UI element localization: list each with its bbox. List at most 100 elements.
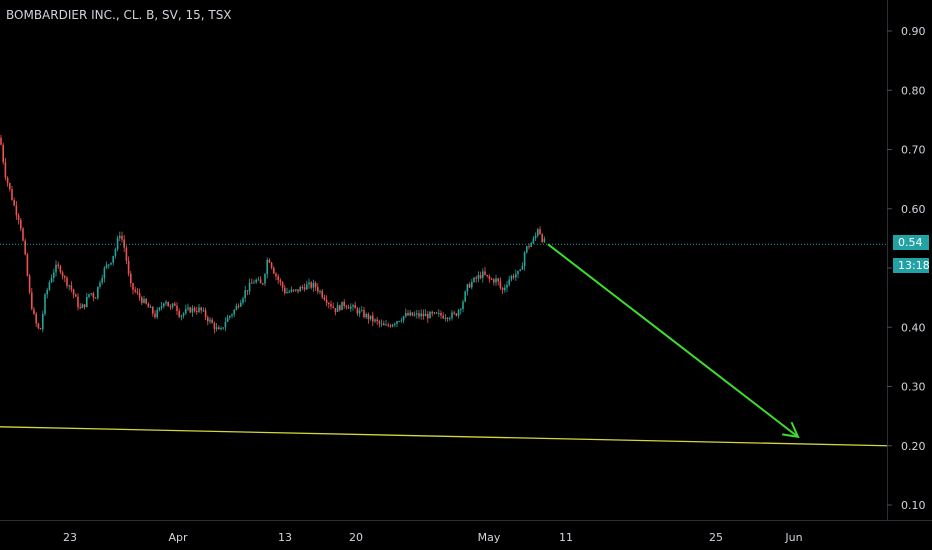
candle-body [42, 313, 44, 330]
candle-body [422, 313, 425, 317]
candle-body [178, 310, 180, 317]
candle-body [277, 276, 279, 280]
candle-body [372, 315, 374, 322]
candle-body [358, 310, 361, 314]
candle-body [160, 306, 163, 308]
price-axis[interactable]: 0.900.800.700.600.500.400.300.200.10 [887, 25, 926, 512]
candle-body [482, 271, 484, 278]
candle-body [385, 324, 387, 326]
candle-body [156, 309, 158, 318]
candle-body [2, 144, 4, 163]
candle-body [136, 291, 139, 293]
candle-body [411, 312, 414, 316]
candle-body [77, 296, 79, 308]
candle-body [389, 325, 392, 327]
candle-body [185, 309, 187, 314]
candle-body [158, 307, 161, 310]
time-tick-label: 20 [349, 531, 363, 544]
candle-body [519, 269, 521, 271]
candle-body [218, 327, 220, 330]
candle-body [46, 289, 48, 295]
candle-body [310, 282, 312, 288]
candle-body [330, 303, 332, 307]
candle-body [246, 290, 249, 292]
candle-body [314, 282, 317, 288]
candle-body [446, 318, 449, 320]
arrow-head-icon [782, 421, 800, 439]
candle-body [31, 292, 33, 310]
candle-body [11, 189, 13, 200]
candle-body [350, 306, 352, 309]
candle-body [262, 283, 264, 285]
candle-body [264, 274, 266, 284]
time-axis[interactable]: 23 Apr 13 20 May 11 25 Jun [63, 531, 803, 544]
candle-body [9, 183, 11, 190]
candle-body [152, 306, 154, 314]
candle-body [288, 291, 290, 293]
candle-body [508, 279, 510, 285]
candle-body [112, 255, 114, 263]
candle-body [66, 277, 68, 286]
candle-body [240, 302, 242, 307]
candle-body [53, 272, 55, 278]
candle-body [39, 328, 42, 330]
candle-body [433, 312, 436, 314]
candle-body [207, 317, 209, 322]
candle-body [431, 311, 433, 314]
candle-body [515, 274, 517, 278]
candle-body [341, 301, 343, 311]
candle-body [457, 310, 460, 316]
candle-body [4, 162, 7, 178]
candle-body [90, 293, 92, 295]
candle-body [539, 229, 541, 235]
candle-body [471, 281, 473, 288]
candle-body [429, 311, 431, 319]
candle-body [416, 313, 418, 315]
candle-body [116, 238, 119, 250]
candle-body [523, 252, 526, 266]
candle-body [97, 286, 99, 299]
time-tick-label: Apr [168, 531, 188, 544]
candle-body [231, 314, 233, 316]
candle-body [468, 284, 471, 288]
candle-body [13, 199, 15, 206]
candle-body [233, 309, 235, 315]
candle-body [409, 312, 411, 316]
candle-body [182, 313, 185, 316]
candle-body [37, 323, 40, 329]
candle-body [48, 282, 51, 290]
support-trendline[interactable] [0, 426, 888, 447]
candle-body [187, 307, 189, 310]
candle-body [251, 282, 253, 284]
candle-body [413, 314, 416, 316]
candle-body [229, 315, 231, 318]
candle-body [378, 321, 381, 324]
price-tick-label: 0.20 [901, 440, 926, 453]
candle-body [299, 287, 301, 292]
candle-body [501, 287, 504, 291]
candle-body [26, 254, 29, 276]
candle-body [510, 276, 513, 280]
candle-body [369, 315, 372, 320]
candle-body [530, 242, 532, 247]
candle-body [215, 327, 218, 330]
candle-body [94, 297, 97, 299]
candle-body [435, 312, 438, 314]
candle-body [336, 305, 339, 312]
candle-body [88, 294, 90, 297]
candle-body [354, 305, 356, 309]
candle-body [266, 259, 268, 275]
projection-arrow[interactable] [547, 243, 800, 439]
symbol-title: BOMBARDIER INC., CL. B, SV, 15, TSX [6, 8, 232, 22]
time-tick-label: May [478, 531, 501, 544]
candle-body [33, 309, 35, 314]
candle-body [125, 247, 128, 261]
candle-body [504, 287, 506, 291]
candle-body [517, 270, 519, 275]
time-tick-label: 13 [278, 531, 292, 544]
candle-body [110, 262, 112, 265]
candle-body [59, 266, 62, 273]
candle-body [286, 291, 288, 294]
candle-body [17, 215, 20, 220]
